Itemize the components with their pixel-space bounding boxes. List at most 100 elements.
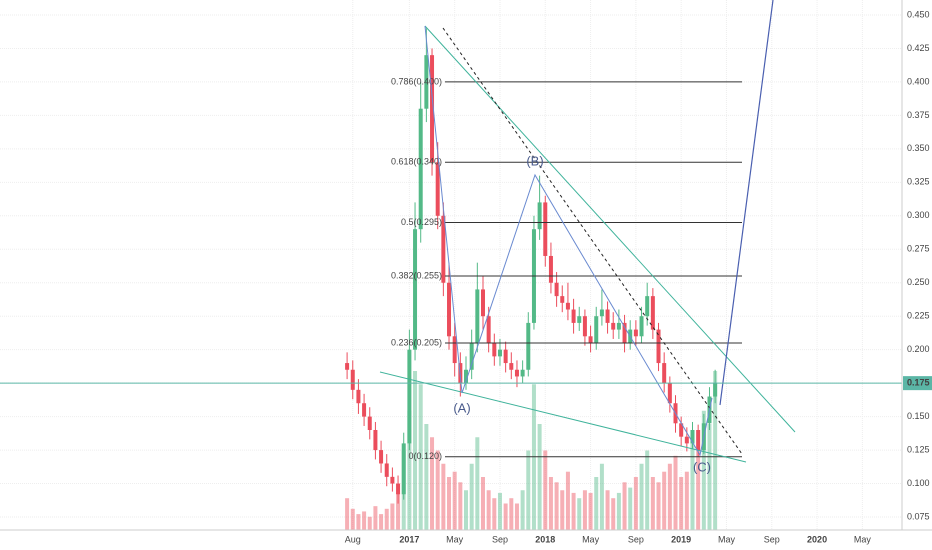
x-tick-label: May [446,534,464,544]
candle-body [684,436,689,444]
y-tick-label: 0.275 [907,244,930,254]
volume-bar [628,487,633,530]
volume-bar [684,471,689,530]
candle-body [582,316,587,337]
volume-bar [514,503,519,530]
candle-body [469,342,474,370]
volume [345,371,718,530]
candle-body [611,322,616,330]
candle-body [435,162,440,216]
candle-body [407,349,412,444]
candle-body [430,55,435,163]
axes: 0.075 0.100 0.125 0.150 0.175 0.200 0.225 0.250… [345,9,930,544]
x-tick-label: May [718,534,736,544]
candle-body [622,322,627,343]
volume-bar [582,490,587,530]
volume-bar [571,492,576,530]
y-tick-label: 0.250 [907,277,930,287]
y-tick-label: 0.150 [907,411,930,421]
fib-label: 0.618(0.340) [391,157,442,167]
trend-line [379,371,747,463]
volume-bar [447,477,452,530]
trend-line [424,25,796,433]
volume-bar [662,471,667,530]
candle-body [509,363,514,370]
candle-body [424,55,429,109]
candle-body [413,229,418,350]
volume-bar [690,437,695,530]
last-price-label: 0.175 [907,378,930,388]
y-tick-label: 0.325 [907,177,930,187]
candle-body [480,289,485,317]
volume-bar [656,482,661,530]
candle-body [520,369,525,377]
candle-body [554,282,559,297]
candle-body [514,369,519,377]
volume-bar [418,384,423,530]
candle-body [599,309,604,317]
y-tick-label: 0.450 [907,9,930,19]
x-tick-label: 2019 [671,534,691,544]
candle-body [605,309,610,323]
candle-body [667,383,672,404]
volume-bar [645,450,650,530]
drawings [379,0,796,463]
candle-body [577,316,582,323]
volume-bar [497,492,502,530]
y-tick-label: 0.350 [907,143,930,153]
x-tick-label: 2018 [535,534,555,544]
volume-bar [441,463,446,530]
candle-body [396,483,401,495]
volume-bar [475,437,480,530]
fib-label: 0.382(0.255) [391,270,442,280]
candle-body [526,322,531,370]
fib-label: 0(0.120) [408,451,442,461]
volume-bar [605,490,610,530]
candle-body [362,403,367,417]
volume-bar [362,511,367,530]
y-tick-label: 0.400 [907,76,930,86]
volume-bar [667,463,672,530]
y-tick-label: 0.175 [907,378,930,388]
candle-body [373,429,378,451]
volume-bar [356,514,361,530]
fib-label: 0.236(0.205) [391,337,442,347]
candle-body [639,316,644,337]
y-tick-label: 0.100 [907,478,930,488]
y-tick-label: 0.375 [907,110,930,120]
candle-body [447,282,452,337]
x-tick-label: 2020 [807,534,827,544]
x-tick-label: Aug [345,534,361,544]
wave-label: (C) [693,459,711,474]
candle-body [367,416,372,430]
volume-bar [350,508,355,530]
volume-bar [673,455,678,530]
volume-bar [565,471,570,530]
wave-label: (B) [526,153,543,168]
last-price-box [903,376,932,391]
volume-bar [503,503,508,530]
candle-body [560,296,565,303]
candle-body [345,363,350,370]
candle-body [543,202,548,256]
candle-body [492,342,497,357]
volume-bar [616,492,621,530]
candle-body [616,322,621,330]
candle-body [548,255,553,283]
y-tick-label: 0.225 [907,311,930,321]
candle-body [679,423,684,437]
volume-bar [367,516,372,530]
volume-bar [452,471,457,530]
volume-bar [435,450,440,530]
volume-bar [650,477,655,530]
volume-bar [464,490,469,530]
candle-body [713,383,718,397]
projection-line [719,0,774,406]
candle-body [696,429,701,451]
y-tick-label: 0.200 [907,344,930,354]
candle-body [645,296,650,317]
volume-bar [679,477,684,530]
volume-bar [345,498,350,530]
candle-body [350,369,355,390]
